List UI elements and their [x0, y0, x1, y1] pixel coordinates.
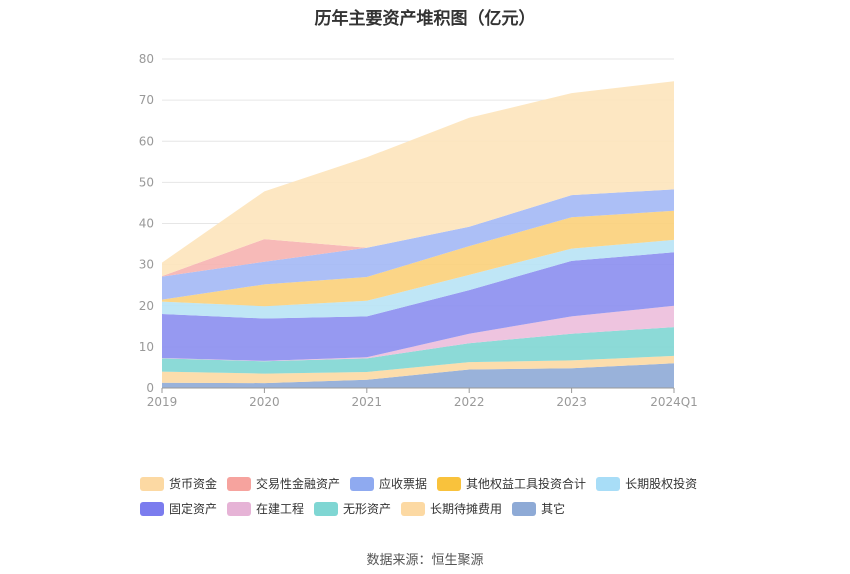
area-7	[162, 189, 674, 300]
y-tick-label: 20	[139, 299, 154, 313]
legend-label: 固定资产	[169, 502, 218, 516]
legend-swatch	[350, 476, 375, 491]
legend-swatch	[512, 501, 537, 516]
legend-item[interactable]: 货币资金	[140, 475, 217, 492]
legend-item[interactable]: 固定资产	[140, 500, 217, 517]
chart-title: 历年主要资产堆积图（亿元）	[314, 9, 536, 29]
legend-item[interactable]: 应收票据	[350, 475, 427, 492]
y-tick-label: 40	[139, 217, 154, 231]
legend-swatch	[314, 501, 339, 516]
x-tick-label: 2021	[352, 395, 383, 409]
x-tick-label: 2022	[454, 395, 485, 409]
legend-label: 应收票据	[379, 477, 428, 491]
legend-item[interactable]: 在建工程	[227, 500, 304, 517]
area-8	[162, 189, 674, 277]
legend-label: 无形资产	[343, 502, 392, 516]
legend-row-1: 货币资金 交易性金融资产 应收票据 其他权益工具投资合计 长期股权投资	[140, 471, 760, 496]
x-tick-label: 2020	[249, 395, 280, 409]
area-3	[162, 305, 674, 362]
y-tick-label: 80	[139, 52, 154, 66]
legend-item[interactable]: 无形资产	[314, 500, 391, 517]
legend-swatch	[401, 501, 426, 516]
legend-label: 其他权益工具投资合计	[466, 477, 587, 491]
legend-swatch	[140, 476, 164, 491]
y-tick-label: 10	[139, 340, 154, 354]
legend-label: 长期股权投资	[625, 477, 698, 491]
area-9	[162, 81, 674, 277]
axes: 0 10 20 30 40 50 60 70 80 2019 2020 2021 2022 2023 202…	[139, 52, 698, 409]
x-tick-label: 2024Q1	[650, 395, 698, 409]
legend-swatch	[227, 476, 252, 491]
area-0	[162, 363, 674, 388]
legend-label: 交易性金融资产	[256, 477, 341, 491]
y-tick-label: 60	[139, 134, 154, 148]
legend-swatch	[596, 476, 621, 491]
legend-label: 在建工程	[256, 502, 305, 516]
legend-swatch	[227, 501, 252, 516]
legend-label: 长期待摊费用	[430, 502, 503, 516]
legend-item[interactable]: 长期股权投资	[596, 475, 697, 492]
area-series	[162, 81, 674, 388]
x-tick-label: 2023	[556, 395, 587, 409]
y-tick-label: 70	[139, 93, 154, 107]
area-5	[162, 239, 674, 319]
legend-swatch	[140, 501, 164, 516]
area-1	[162, 355, 674, 384]
y-tick-label: 0	[146, 381, 154, 395]
legend-label: 货币资金	[169, 477, 218, 491]
area-4	[162, 252, 674, 361]
x-tick-label: 2019	[147, 395, 178, 409]
y-tick-label: 50	[139, 175, 154, 189]
legend-item[interactable]: 长期待摊费用	[401, 500, 502, 517]
legend-row-2: 固定资产 在建工程 无形资产 长期待摊费用 其它	[140, 496, 760, 521]
legend: 货币资金 交易性金融资产 应收票据 其他权益工具投资合计 长期股权投资 固定资产 在建工程…	[140, 471, 760, 521]
area-6	[162, 210, 674, 307]
y-tick-label: 30	[139, 258, 154, 272]
legend-label: 其它	[541, 502, 566, 516]
legend-swatch	[437, 476, 462, 491]
stacked-area-chart: 0 10 20 30 40 50 60 70 80 2019 2020 2021 2022 2023 202…	[139, 52, 698, 409]
data-source: 数据来源：恒生聚源	[366, 553, 484, 568]
legend-item[interactable]: 其他权益工具投资合计	[437, 475, 586, 492]
legend-item[interactable]: 交易性金融资产	[227, 475, 340, 492]
area-2	[162, 327, 674, 374]
legend-item[interactable]: 其它	[512, 500, 565, 517]
